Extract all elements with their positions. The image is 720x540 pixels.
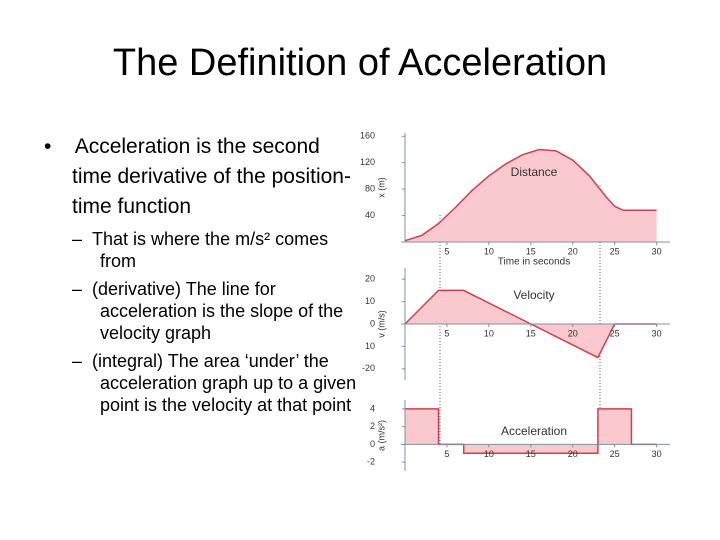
x-tick-label: 10 [484,328,494,338]
y-tick-label: 120 [360,157,375,167]
sub-bullet-text: That is where the m/s² comes from [92,229,329,271]
x-tick-label: 15 [526,328,536,338]
x-tick-label: 5 [444,449,449,459]
data-line [404,148,657,242]
area-fill [405,149,657,242]
y-axis-label: a (m/s²) [376,420,386,451]
x-tick-label: 30 [652,449,662,459]
x-tick-label: 20 [568,246,578,256]
x-tick-label: 15 [526,449,536,459]
x-tick-label: 30 [652,246,662,256]
annotation: Acceleration [501,424,567,438]
y-axis-label: x (m) [376,177,386,198]
slide-text: • Acceleration is the second time deriva… [28,132,358,416]
x-tick-label: 25 [610,328,620,338]
y-tick-label: 10 [365,296,375,306]
y-axis-label: v (m/s) [376,310,386,338]
y-tick-label: 0 [370,318,375,328]
annotation: Distance [511,165,558,179]
x-axis-label: Time in seconds [498,257,570,268]
data-line [405,408,657,454]
x-tick-label: 20 [568,449,578,459]
sub-bullet-text: (derivative) The line for acceleration i… [92,279,344,343]
x-tick-label: 10 [484,246,494,256]
bullet: • Acceleration is the second time deriva… [44,135,351,218]
sub-bullet: – (derivative) The line for acceleration… [72,279,344,343]
bullet-text: Acceleration is the second time derivati… [72,135,351,218]
y-tick-label: 160 [360,131,375,141]
y-tick-label: -2 [367,457,375,467]
x-tick-label: 15 [526,246,536,256]
y-tick-label: -20 [362,363,375,373]
x-tick-label: 20 [568,328,578,338]
sub-bullet: – (integral) The area ‘under’ the accele… [72,351,357,415]
x-tick-label: 10 [484,449,494,459]
x-tick-label: 5 [444,246,449,256]
sub-bullet-text: (integral) The area ‘under’ the accelera… [92,351,357,415]
y-tick-label: 80 [365,184,375,194]
y-tick-label: 4 [370,403,375,413]
sub-bullet: – That is where the m/s² comes from [72,229,329,271]
x-tick-label: 5 [444,328,449,338]
y-tick-label: 40 [365,210,375,220]
y-tick-label: 0 [370,439,375,449]
annotation: Velocity [513,288,554,302]
y-tick-label: 2 [370,421,375,431]
x-tick-label: 25 [610,246,620,256]
y-tick-label: 20 [365,274,375,284]
x-tick-label: 25 [610,449,620,459]
x-tick-label: 30 [652,328,662,338]
slide-title: The Definition of Acceleration [112,42,608,84]
y-tick-label: 10 [365,341,375,351]
